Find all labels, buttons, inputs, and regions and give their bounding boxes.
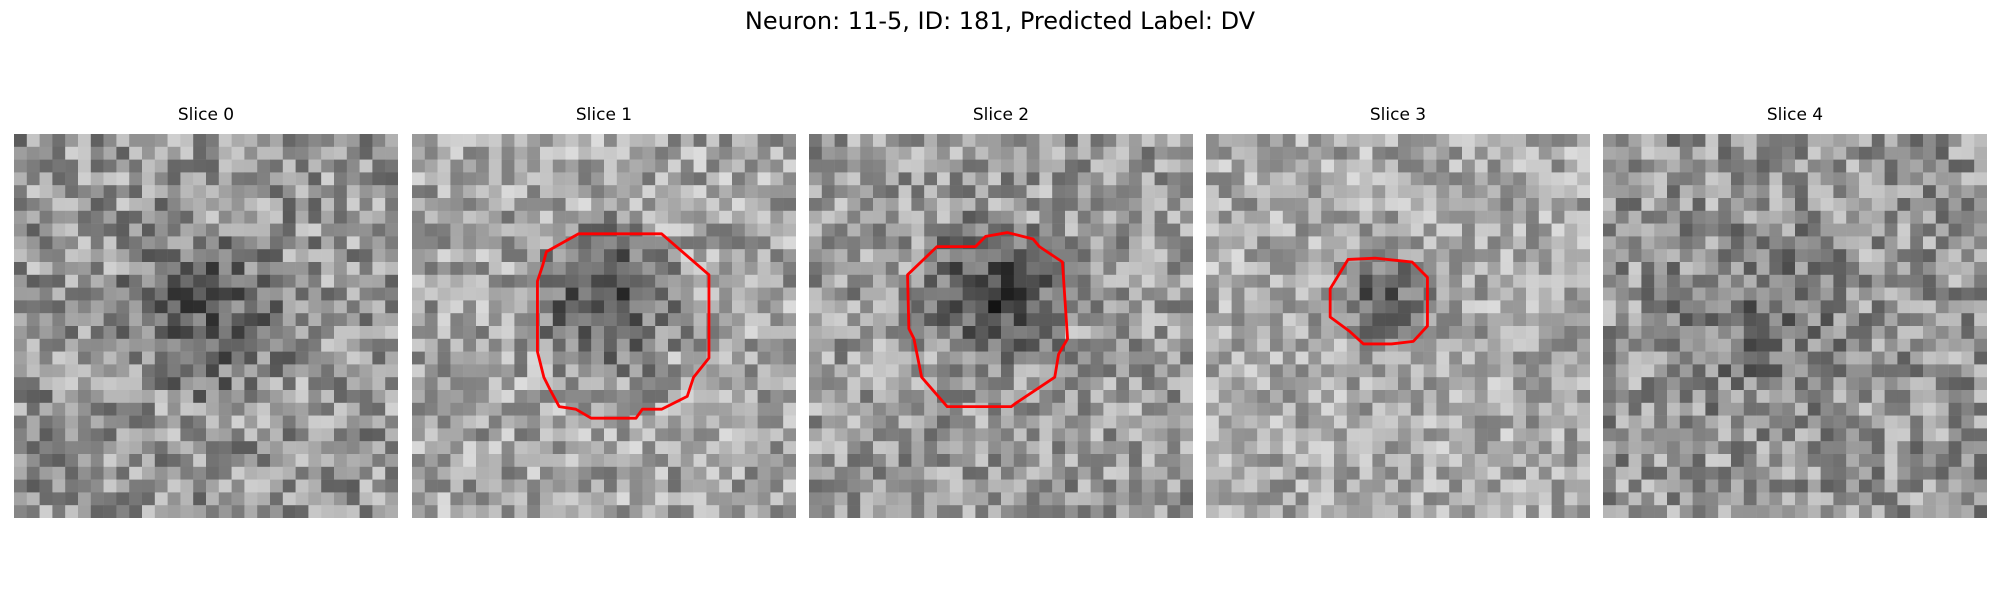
slice-image xyxy=(1603,134,1987,518)
slice-image xyxy=(14,134,398,518)
panel-title: Slice 2 xyxy=(972,105,1030,125)
slice-image xyxy=(412,134,796,518)
roi-contour xyxy=(1328,256,1429,346)
panel-title: Slice 3 xyxy=(1369,105,1427,125)
figure-title: Neuron: 11-5, ID: 181, Predicted Label: … xyxy=(744,7,1256,35)
slice-image xyxy=(809,134,1193,518)
roi-contour xyxy=(906,231,1069,409)
panel-title: Slice 1 xyxy=(575,105,633,125)
slice-image xyxy=(1206,134,1590,518)
panel-title: Slice 0 xyxy=(177,105,235,125)
roi-contour xyxy=(536,232,711,420)
panel-title: Slice 4 xyxy=(1766,105,1824,125)
